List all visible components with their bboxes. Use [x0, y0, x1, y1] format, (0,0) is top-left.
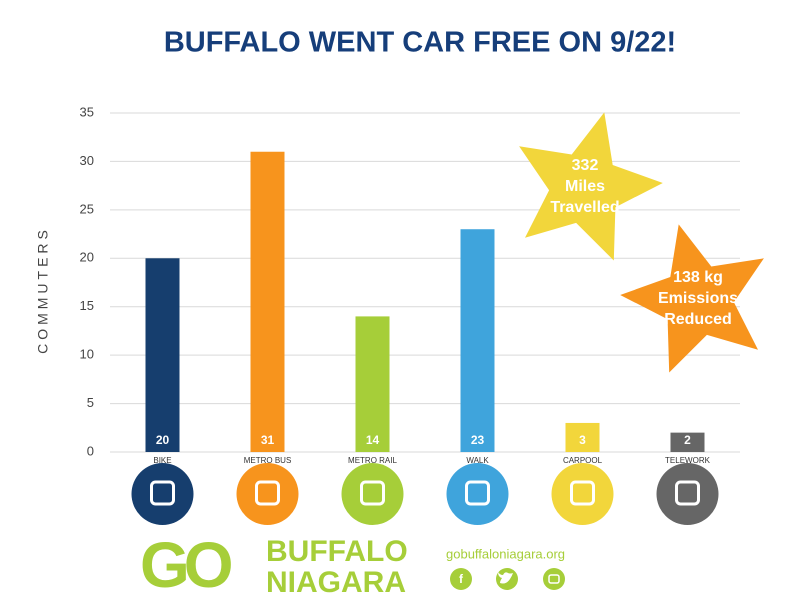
icon-glyph [548, 574, 560, 584]
y-tick-label: 0 [87, 443, 94, 458]
value-label: 20 [156, 433, 170, 447]
value-label: 2 [684, 433, 691, 447]
category-label: METRO BUS [244, 456, 292, 465]
annotation-text: 138 kg [673, 269, 723, 286]
value-label: 31 [261, 433, 275, 447]
annotation-text: Reduced [664, 311, 732, 328]
y-tick-label: 25 [80, 201, 94, 216]
bar [565, 422, 600, 452]
bar [355, 316, 390, 452]
y-tick-label: 20 [80, 250, 94, 265]
category-label: BIKE [153, 456, 171, 465]
icon-glyph [465, 480, 490, 506]
category-icon [446, 463, 509, 525]
bar [145, 258, 180, 452]
y-tick-label: 15 [80, 298, 94, 313]
bar [460, 229, 495, 452]
category-label: TELEWORK [665, 456, 711, 465]
icon-glyph [360, 480, 385, 506]
star [519, 112, 663, 261]
y-tick-label: 35 [80, 104, 94, 119]
annotation-text: Emissions [658, 290, 738, 307]
y-tick-label: 30 [80, 153, 94, 168]
website: gobuffaloniagara.org [446, 546, 565, 561]
category-icon [341, 463, 404, 525]
category-icon [236, 463, 299, 525]
icon-glyph [150, 480, 175, 506]
icon-glyph: f [459, 572, 464, 586]
value-label: 3 [579, 433, 586, 447]
footer: GO BUFFALO NIAGARA gobuffaloniagara.org … [140, 529, 565, 601]
category-icon [656, 463, 719, 525]
icon-glyph [675, 480, 700, 506]
y-axis-label: COMMUTERS [35, 226, 51, 354]
icon-glyph [570, 480, 595, 506]
y-tick-label: 5 [87, 395, 94, 410]
logo-go: GO [140, 529, 232, 601]
logo-line: NIAGARA [266, 566, 406, 599]
category-icon [551, 463, 614, 525]
value-label: 23 [471, 433, 485, 447]
annotation-text: Miles [565, 178, 605, 195]
icon-glyph [255, 480, 280, 506]
y-tick-label: 10 [80, 347, 94, 362]
value-label: 14 [366, 433, 380, 447]
category-label: CARPOOL [563, 456, 603, 465]
category-label: METRO RAIL [348, 456, 397, 465]
star [620, 224, 764, 373]
bar [250, 151, 285, 452]
bar [670, 432, 705, 452]
category-label: WALK [466, 456, 489, 465]
annotation-text: Travelled [550, 199, 619, 216]
annotation-text: 332 [572, 157, 599, 174]
logo-line: BUFFALO [266, 535, 408, 568]
chart-title: BUFFALO WENT CAR FREE ON 9/22! [164, 27, 676, 59]
icon-glyph [498, 572, 513, 584]
category-icon [131, 463, 194, 525]
instagram-icon[interactable] [543, 568, 565, 590]
facebook-icon[interactable] [450, 568, 472, 590]
